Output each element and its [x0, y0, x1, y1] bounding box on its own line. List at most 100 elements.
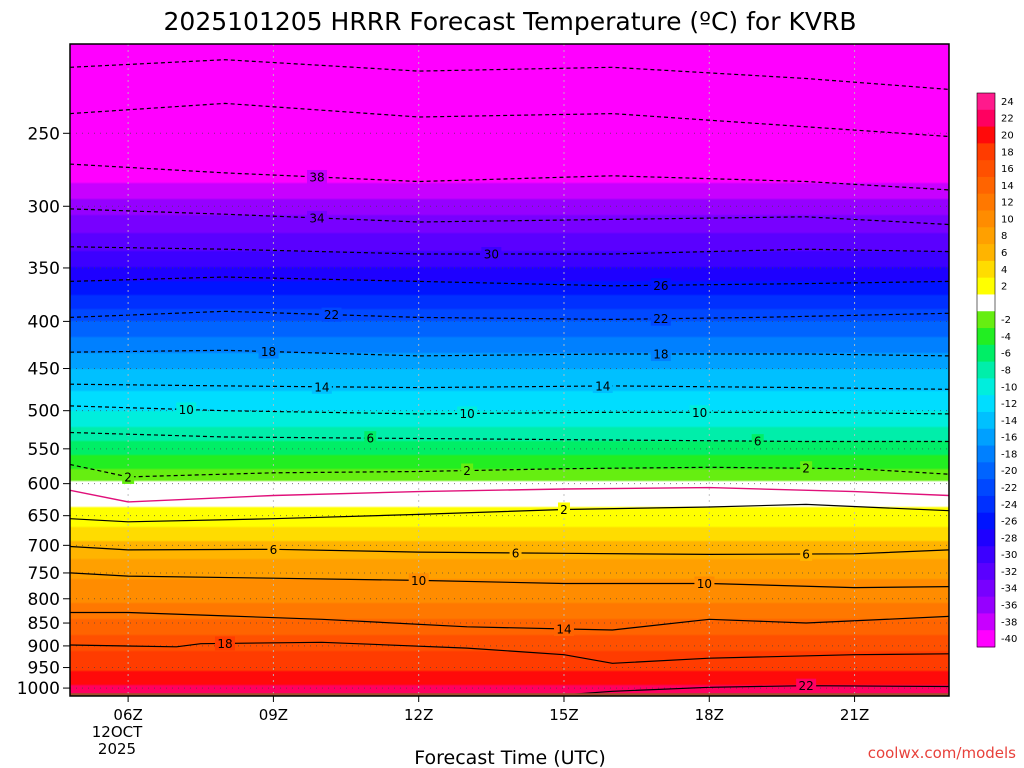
- x-tick-label: 06Z: [113, 706, 142, 724]
- contour-label-bg: [689, 405, 710, 420]
- contour-line: [70, 276, 949, 287]
- contour-line: [70, 503, 949, 523]
- contour-label: 6: [802, 548, 810, 562]
- colorbar-label: -38: [1001, 617, 1017, 628]
- colorbar-label: 8: [1001, 231, 1007, 242]
- colorbar-cell: [977, 411, 995, 430]
- contour-label: 2: [560, 503, 568, 517]
- contour-label: 6: [754, 435, 762, 449]
- contour-label-bg: [306, 210, 327, 225]
- contour-line: [70, 431, 949, 443]
- colorbar-label: 18: [1001, 147, 1014, 158]
- x-tick-label: 18Z: [695, 706, 724, 724]
- colorbar-cell: [977, 479, 995, 497]
- contour-line: [70, 463, 949, 478]
- colorbar-cell: [977, 512, 995, 530]
- colorbar-label: -30: [1001, 550, 1017, 561]
- colorbar-cell: [977, 126, 995, 144]
- x-tick-label: 09Z: [259, 706, 288, 724]
- colorbar-label: -10: [1001, 382, 1017, 393]
- y-tick-label: 250: [28, 124, 60, 144]
- contour-label-bg: [321, 307, 342, 322]
- colorbar-cell: [977, 227, 995, 245]
- temperature-field: [70, 44, 949, 696]
- y-tick-label: 650: [28, 507, 60, 527]
- contour-label-bg: [694, 576, 715, 591]
- colorbar-cell: [977, 210, 995, 228]
- y-tick-label: 300: [28, 197, 60, 217]
- y-tick-label: 350: [28, 259, 60, 279]
- contour-label-bg: [457, 406, 478, 421]
- colorbar-cell: [977, 193, 995, 212]
- colorbar-cell: [977, 176, 995, 195]
- contour-label-bg: [553, 621, 574, 636]
- colorbar-label: -4: [1001, 332, 1011, 343]
- colorbar-label: -6: [1001, 349, 1011, 360]
- contour-label-bg: [267, 542, 280, 557]
- y-tick-label: 450: [28, 360, 60, 380]
- contour-label: 2: [124, 470, 132, 484]
- colorbar-cell: [977, 495, 995, 514]
- colorbar-label: 20: [1001, 131, 1014, 142]
- contour-label-bg: [364, 431, 377, 446]
- contour-line: [70, 310, 949, 321]
- colorbar-cell: [977, 445, 995, 463]
- y-tick-label: 1000: [17, 679, 60, 699]
- colorbar-label: -14: [1001, 416, 1017, 427]
- contour-label-bg: [650, 347, 671, 362]
- contour-label-bg: [796, 678, 817, 693]
- contour-label-bg: [214, 636, 235, 651]
- y-tick-label: 550: [28, 440, 60, 460]
- contour-line: [70, 641, 949, 664]
- x-tick-label: 15Z: [549, 706, 578, 724]
- y-tick-label: 750: [28, 564, 60, 584]
- contour-label: 22: [324, 308, 339, 322]
- colorbar-label: 10: [1001, 214, 1014, 225]
- credit-text[interactable]: coolwx.com/models: [868, 744, 1016, 762]
- contour-label: 10: [179, 403, 194, 417]
- contour-label-bg: [800, 547, 813, 562]
- contour-label: 2: [463, 464, 471, 478]
- colorbar-cell: [977, 596, 995, 614]
- contour-label: 14: [595, 380, 610, 394]
- contour-line: [70, 59, 949, 90]
- colorbar-cell: [977, 579, 995, 598]
- contour-line: [70, 572, 949, 589]
- colorbar: 24 22 20 18 16 14 12 10 8 6 4 2 -2 -4 -6 -8 -10 -12 -14 -16…: [976, 92, 1017, 648]
- contour-label: 38: [309, 170, 324, 184]
- contour-label: 6: [366, 432, 374, 446]
- y-tick-label: 800: [28, 590, 60, 610]
- contour-label: 22: [653, 312, 668, 326]
- colorbar-label: -36: [1001, 601, 1017, 612]
- contour-line: [70, 545, 949, 556]
- contour-label-bg: [176, 402, 197, 417]
- colorbar-label: -12: [1001, 399, 1017, 410]
- colorbar-cell: [977, 630, 995, 648]
- contour-label: 10: [411, 574, 426, 588]
- contour-label-bg: [311, 379, 332, 394]
- contour-label-bg: [408, 573, 429, 588]
- colorbar-cell: [977, 143, 995, 161]
- contour-label-bg: [461, 463, 474, 478]
- colorbar-cell: [977, 428, 995, 447]
- colorbar-cell: [977, 462, 995, 480]
- contour-label-bg: [481, 246, 502, 261]
- y-axis: 250 300 350 400 450 500 550 600 650 700 750 800 850 9…: [17, 124, 70, 699]
- colorbar-cell: [977, 546, 995, 564]
- contour-label: 6: [512, 546, 520, 560]
- colorbar-cell: [977, 395, 995, 413]
- contour-line: [70, 349, 949, 357]
- contour-label: 26: [653, 279, 668, 293]
- contour-label: 18: [653, 348, 668, 362]
- colorbar-cell: [977, 160, 995, 178]
- ground-surface: [70, 693, 949, 696]
- colorbar-cell: [977, 311, 995, 329]
- colorbar-cell: [977, 294, 995, 312]
- contour-label-bg: [751, 434, 764, 449]
- colorbar-label: 12: [1001, 198, 1014, 209]
- colorbar-cell: [977, 344, 995, 363]
- contour-label: 6: [270, 543, 278, 557]
- contour-line: [70, 246, 949, 255]
